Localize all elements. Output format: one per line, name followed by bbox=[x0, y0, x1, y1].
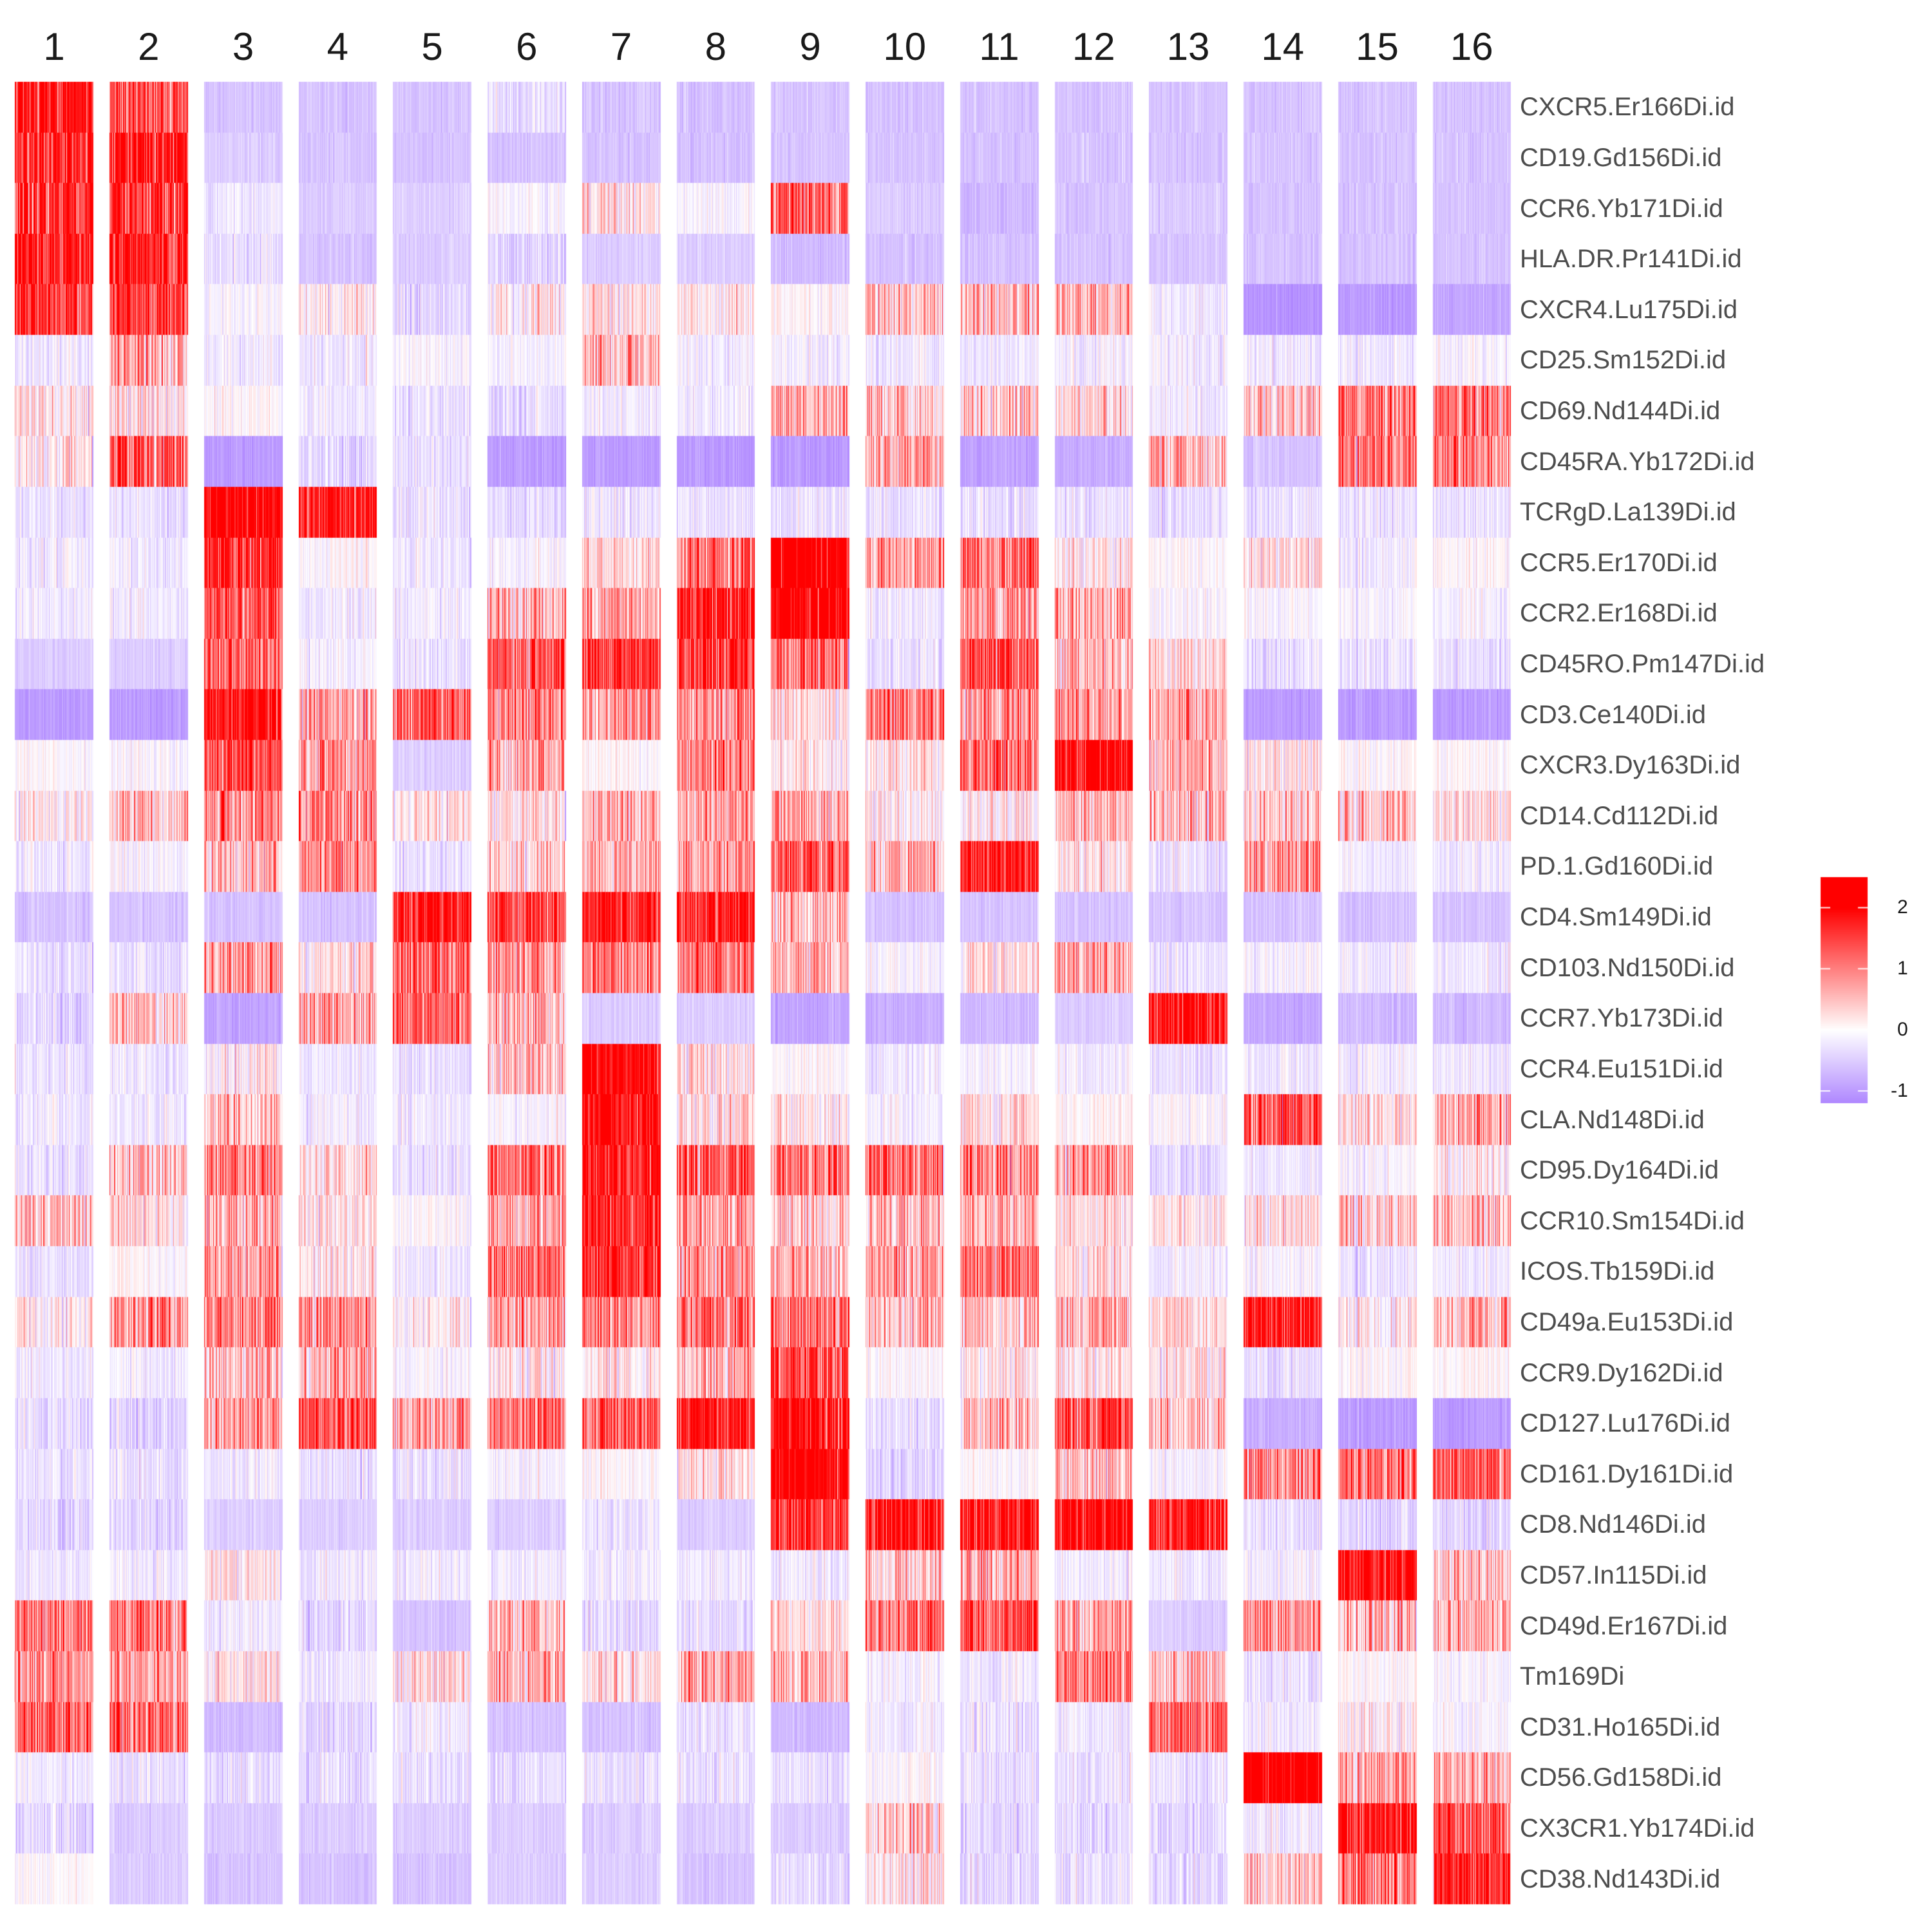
marker-label: CCR2.Er168Di.id bbox=[1520, 599, 1718, 628]
marker-label: CCR9.Dy162Di.id bbox=[1520, 1358, 1723, 1387]
cluster-label: 12 bbox=[1072, 25, 1115, 68]
marker-label: ICOS.Tb159Di.id bbox=[1520, 1257, 1715, 1286]
cluster-label: 11 bbox=[979, 25, 1019, 68]
marker-label: CXCR4.Lu175Di.id bbox=[1520, 295, 1738, 324]
marker-label: CD14.Cd112Di.id bbox=[1520, 801, 1719, 830]
marker-label: CD161.Dy161Di.id bbox=[1520, 1459, 1734, 1488]
marker-label: CD8.Nd146Di.id bbox=[1520, 1510, 1707, 1539]
marker-label: CD45RO.Pm147Di.id bbox=[1520, 650, 1765, 679]
marker-label: CD69.Nd144Di.id bbox=[1520, 396, 1721, 425]
legend-tick-label: 0 bbox=[1897, 1019, 1908, 1041]
cluster-label: 10 bbox=[883, 25, 927, 68]
marker-label: CD103.Nd150Di.id bbox=[1520, 953, 1735, 982]
cluster-label: 5 bbox=[421, 25, 443, 68]
marker-label: CD95.Dy164Di.id bbox=[1520, 1156, 1719, 1185]
marker-label: CD49a.Eu153Di.id bbox=[1520, 1307, 1734, 1336]
legend-tick-label: 2 bbox=[1897, 896, 1908, 918]
cluster-label: 2 bbox=[138, 25, 160, 68]
marker-label: CD19.Gd156Di.id bbox=[1520, 143, 1722, 172]
marker-label: PD.1.Gd160Di.id bbox=[1520, 852, 1714, 881]
marker-label: CLA.Nd148Di.id bbox=[1520, 1105, 1705, 1134]
marker-label: CCR4.Eu151Di.id bbox=[1520, 1054, 1723, 1083]
marker-label: CCR6.Yb171Di.id bbox=[1520, 194, 1723, 223]
legend-tick-label: 1 bbox=[1897, 958, 1908, 980]
cluster-label: 6 bbox=[516, 25, 538, 68]
marker-label: CXCR3.Dy163Di.id bbox=[1520, 751, 1741, 780]
marker-label: CXCR5.Er166Di.id bbox=[1520, 93, 1735, 122]
cluster-label: 7 bbox=[610, 25, 632, 68]
marker-label: CD57.In115Di.id bbox=[1520, 1561, 1707, 1590]
cluster-label: 4 bbox=[327, 25, 348, 68]
marker-label: CD127.Lu176Di.id bbox=[1520, 1409, 1730, 1438]
cluster-label: 15 bbox=[1356, 25, 1399, 68]
marker-label: HLA.DR.Pr141Di.id bbox=[1520, 245, 1742, 274]
cluster-label: 9 bbox=[799, 25, 821, 68]
marker-label: CD3.Ce140Di.id bbox=[1520, 700, 1707, 729]
marker-label: CD4.Sm149Di.id bbox=[1520, 903, 1712, 932]
marker-label: CD25.Sm152Di.id bbox=[1520, 346, 1727, 375]
cluster-label: 8 bbox=[705, 25, 726, 68]
marker-label: CD38.Nd143Di.id bbox=[1520, 1864, 1721, 1893]
cluster-label: 13 bbox=[1166, 25, 1210, 68]
marker-label: CX3CR1.Yb174Di.id bbox=[1520, 1814, 1755, 1843]
marker-label: CCR10.Sm154Di.id bbox=[1520, 1206, 1745, 1235]
marker-label: CD31.Ho165Di.id bbox=[1520, 1712, 1721, 1741]
marker-label: CCR7.Yb173Di.id bbox=[1520, 1004, 1723, 1033]
cluster-label: 1 bbox=[43, 25, 65, 68]
marker-label: Tm169Di bbox=[1520, 1662, 1625, 1691]
marker-label: CD56.Gd158Di.id bbox=[1520, 1763, 1722, 1792]
cluster-label: 3 bbox=[232, 25, 254, 68]
cluster-label: 14 bbox=[1261, 25, 1305, 68]
legend-tick-label: -1 bbox=[1891, 1080, 1908, 1102]
marker-label: CCR5.Er170Di.id bbox=[1520, 548, 1718, 577]
marker-label: TCRgD.La139Di.id bbox=[1520, 498, 1736, 527]
marker-label: CD45RA.Yb172Di.id bbox=[1520, 447, 1755, 476]
marker-label: CD49d.Er167Di.id bbox=[1520, 1611, 1728, 1640]
cluster-label: 16 bbox=[1450, 25, 1493, 68]
